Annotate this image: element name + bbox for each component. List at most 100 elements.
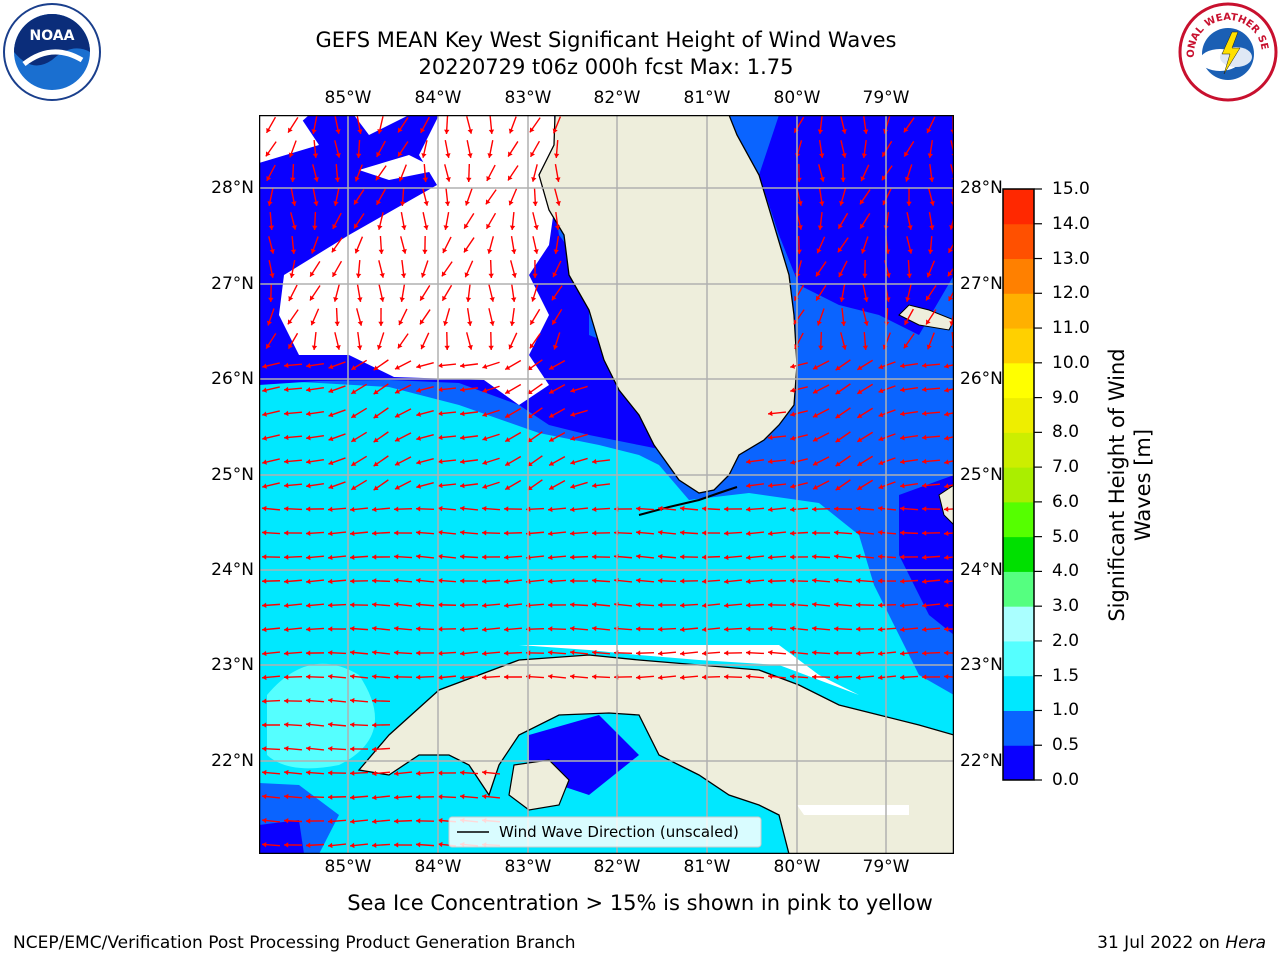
- colorbar-band: [1003, 501, 1034, 538]
- wind-wave-arrowhead: [284, 842, 289, 848]
- lat-label-right: 23°N: [960, 655, 1003, 675]
- wind-wave-arrowhead: [266, 127, 271, 133]
- wind-wave-arrowhead: [335, 152, 341, 158]
- wind-wave-arrowhead: [423, 200, 429, 206]
- wind-wave-arrowhead: [310, 320, 316, 326]
- colorbar-band: [1003, 397, 1034, 433]
- wind-wave-arrowhead: [926, 295, 931, 301]
- wind-wave-arrowhead: [856, 650, 861, 656]
- lon-label-top: 81°W: [683, 88, 731, 108]
- wind-wave-arrowhead: [351, 413, 357, 418]
- wind-wave-arrowhead: [841, 153, 847, 158]
- wind-wave-arrowhead: [947, 271, 953, 277]
- wind-wave-arrowhead: [416, 363, 422, 369]
- wind-wave-arrowhead: [926, 344, 932, 350]
- wind-wave-arrowhead: [922, 482, 927, 489]
- wind-wave-arrowhead: [900, 578, 905, 584]
- wind-wave-arrowhead: [922, 554, 927, 561]
- wind-wave-arrowhead: [636, 553, 641, 560]
- wind-wave-arrowhead: [927, 249, 934, 254]
- wind-wave-arrowhead: [863, 297, 869, 302]
- wind-wave-arrowhead: [570, 554, 575, 560]
- wind-wave-arrowhead: [416, 553, 421, 560]
- wind-wave-arrowhead: [460, 386, 465, 393]
- wind-wave-arrowhead: [400, 273, 407, 278]
- wind-wave-arrowhead: [372, 818, 377, 825]
- wind-wave-arrowhead: [372, 842, 377, 848]
- wind-wave-arrowhead: [548, 649, 553, 656]
- wind-wave-arrowhead: [350, 842, 355, 849]
- wind-wave-arrowhead: [444, 201, 451, 206]
- wind-wave-arrowhead: [460, 410, 465, 417]
- wind-wave-arrowhead: [835, 485, 841, 491]
- wind-wave-arrowhead: [416, 674, 421, 680]
- wind-wave-arrowhead: [284, 554, 289, 560]
- wind-wave-arrowhead: [724, 650, 729, 656]
- wind-wave-arrowhead: [926, 128, 932, 134]
- wind-wave-arrowhead: [857, 485, 863, 490]
- wind-wave-arrowhead: [284, 386, 289, 393]
- wind-wave-arrowhead: [658, 578, 663, 584]
- lat-label-left: 28°N: [211, 178, 254, 198]
- wind-wave-arrowhead: [531, 176, 537, 182]
- wind-wave-arrowhead: [266, 320, 272, 326]
- wind-wave-arrowhead: [262, 483, 267, 489]
- wind-wave-arrowhead: [812, 506, 817, 512]
- wind-wave-arrowhead: [291, 224, 297, 230]
- wind-wave-arrowhead: [421, 153, 427, 158]
- wind-wave-arrowhead: [486, 223, 491, 229]
- wind-wave-arrowhead: [262, 578, 267, 584]
- wind-wave-arrowhead: [658, 674, 663, 681]
- wind-wave-arrowhead: [262, 363, 267, 369]
- wind-wave-arrowhead: [592, 649, 597, 656]
- wind-wave-arrowhead: [724, 602, 729, 609]
- wind-wave-arrowhead: [399, 297, 405, 302]
- lon-label-top: 82°W: [593, 88, 641, 108]
- wind-wave-arrowhead: [841, 129, 847, 134]
- wind-wave-arrowhead: [860, 176, 866, 182]
- wind-wave-arrowhead: [487, 248, 493, 254]
- wind-wave-arrowhead: [328, 650, 333, 656]
- wind-wave-arrowhead: [636, 602, 641, 608]
- colorbar-band: [1003, 362, 1034, 399]
- map-subtitle: 20220729 t06z 000h fcst Max: 1.75: [418, 55, 794, 79]
- wind-wave-arrowhead: [817, 129, 824, 134]
- wind-wave-arrowhead: [944, 602, 949, 609]
- wind-wave-arrowhead: [658, 602, 663, 608]
- wind-wave-arrowhead: [549, 460, 555, 466]
- wind-wave-arrowhead: [790, 459, 796, 465]
- wind-wave-arrowhead: [768, 530, 773, 537]
- wind-wave-arrowhead: [857, 413, 863, 418]
- wind-wave-arrowhead: [416, 577, 421, 584]
- wind-wave-arrowhead: [929, 200, 935, 206]
- wind-wave-arrowhead: [906, 201, 912, 206]
- lat-label-right: 24°N: [960, 560, 1003, 580]
- wind-wave-arrowhead: [377, 225, 383, 230]
- wind-wave-arrowhead: [395, 388, 400, 394]
- wind-wave-arrowhead: [284, 626, 289, 633]
- wind-wave-arrowhead: [504, 650, 509, 656]
- wind-wave-arrowhead: [922, 674, 927, 680]
- wind-wave-arrowhead: [482, 578, 487, 584]
- wind-wave-arrowhead: [834, 650, 839, 656]
- wind-wave-arrowhead: [328, 578, 333, 585]
- wind-wave-arrowhead: [840, 321, 847, 326]
- wind-wave-arrowhead: [328, 746, 333, 752]
- wind-wave-arrowhead: [790, 387, 796, 393]
- wind-wave-arrowhead: [944, 554, 949, 561]
- wind-wave-arrowhead: [857, 389, 863, 394]
- wind-wave-arrowhead: [702, 626, 707, 633]
- lon-label-bottom: 79°W: [862, 857, 910, 877]
- wind-wave-arrowhead: [768, 649, 773, 656]
- wind-wave-arrowhead: [746, 650, 751, 656]
- map-title: GEFS MEAN Key West Significant Height of…: [315, 28, 897, 52]
- wind-wave-arrowhead: [269, 273, 275, 278]
- wind-wave-arrowhead: [467, 321, 473, 326]
- wind-wave-arrowhead: [819, 201, 825, 206]
- wind-wave-arrowhead: [922, 530, 927, 536]
- wind-wave-arrowhead: [680, 554, 685, 560]
- wind-wave-arrowhead: [311, 345, 318, 350]
- wind-wave-arrowhead: [812, 460, 818, 466]
- wind-wave-arrowhead: [816, 295, 821, 301]
- wind-wave-arrowhead: [927, 153, 933, 158]
